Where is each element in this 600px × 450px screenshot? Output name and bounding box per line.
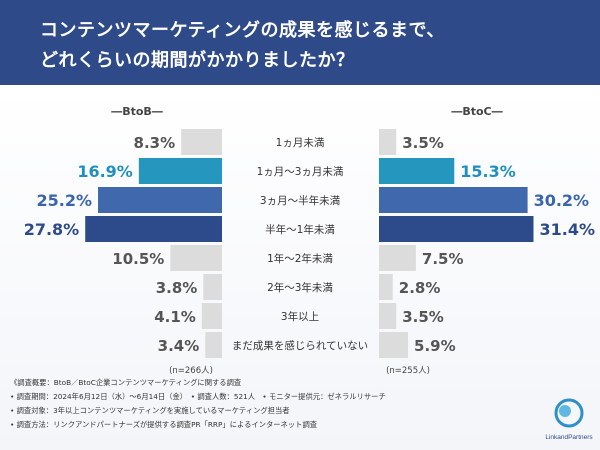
title-line-2: どれくらいの期間がかかりましたか？ [40,50,355,71]
category-label: 半年〜1年未満 [265,223,335,236]
value-label-btob: 8.3% [134,134,176,152]
chart-area: ―BtoB― ―BtoC― 8.3% 3.5% 1ヵ月未満 16.9% 15.3% 1ヵ月〜3… [0,85,600,450]
bar-btob [181,129,222,155]
value-label-btob: 4.1% [154,308,196,326]
category-label: 1年〜2年未満 [267,252,333,265]
bar-btoc [379,187,528,213]
header-banner: コンテンツマーケティングの成果を感じるまで、 どれくらいの期間がかかりましたか？ [0,0,600,85]
category-label: 1ヵ月〜3ヵ月未満 [257,166,344,178]
bar-btob [205,332,222,358]
bar-btoc [379,216,534,242]
footnote-target: • 調査対象：3年以上コンテンツマーケティングを実施しているマーケティング担当者 [10,406,290,415]
bar-btob [85,216,222,242]
bar-btob [98,187,222,213]
bar-btoc [379,332,409,358]
title-line-1: コンテンツマーケティングの成果を感じるまで、 [40,20,445,41]
footnote-survey-overview: 《調査概要：BtoB／BtoC企業コンテンツマーケティングに関する調査 [10,378,242,387]
bar-btob [170,245,222,271]
value-label-btob: 3.8% [156,279,198,297]
value-label-btoc: 2.8% [399,279,441,297]
bar-btoc [379,274,393,300]
category-label: 2年〜3年未満 [267,281,333,294]
value-label-btob: 25.2% [37,191,93,210]
panel-label-btoc: ―BtoC― [451,105,502,118]
footnote-period: • 調査期間：2024年6月12日（水）〜6月14日（金） • 調査人数：521… [10,392,386,401]
bar-btoc [379,158,455,184]
value-label-btob: 10.5% [112,250,164,268]
value-label-btoc: 3.5% [402,134,444,152]
value-label-btoc: 7.5% [422,250,464,268]
panel-label-btob: ―BtoB― [111,105,163,118]
value-label-btoc: 5.9% [414,337,456,355]
value-label-btob: 3.4% [158,337,200,355]
value-label-btob: 27.8% [24,220,80,239]
category-label: まだ成果を感じられていない [232,339,368,352]
value-label-btob: 16.9% [77,162,133,181]
category-label: 1ヵ月未満 [276,137,325,149]
bar-btoc [379,303,397,329]
value-label-btoc: 30.2% [534,191,590,210]
bar-btob [138,158,222,184]
bar-btob [201,303,222,329]
n-label-btob: (n=266人) [169,366,213,376]
value-label-btoc: 3.5% [402,308,444,326]
value-label-btoc: 31.4% [539,220,595,239]
bar-btoc [379,245,416,271]
bar-chart: ―BtoB― ―BtoC― 8.3% 3.5% 1ヵ月未満 16.9% 15.3% 1ヵ月〜3… [24,105,595,376]
footnote-method: • 調査方法：リンクアンドパートナーズが提供する調査PR「RRP」によるインター… [10,420,318,429]
value-label-btoc: 15.3% [460,162,516,181]
category-label: 3ヵ月〜半年未満 [260,194,341,207]
bar-btob [203,274,222,300]
company-logo: LinkandPartners [545,398,593,441]
category-label: 3年以上 [281,310,319,323]
bar-btoc [379,129,397,155]
n-label-btoc: (n=255人) [386,366,430,376]
logo-text: LinkandPartners [545,434,593,441]
